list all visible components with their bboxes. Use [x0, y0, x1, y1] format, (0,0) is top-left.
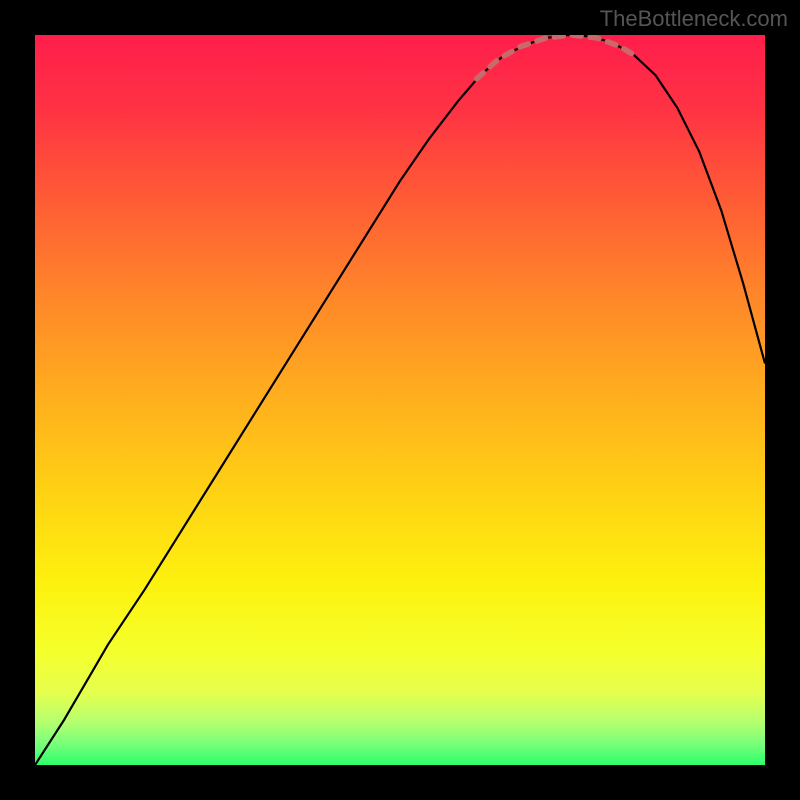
curve-layer [35, 35, 765, 765]
watermark-text: TheBottleneck.com [600, 6, 788, 32]
main-curve [35, 35, 765, 765]
highlight-dash [477, 35, 634, 79]
plot-area [35, 35, 765, 765]
chart-container: { "watermark": "TheBottleneck.com", "cha… [0, 0, 800, 800]
